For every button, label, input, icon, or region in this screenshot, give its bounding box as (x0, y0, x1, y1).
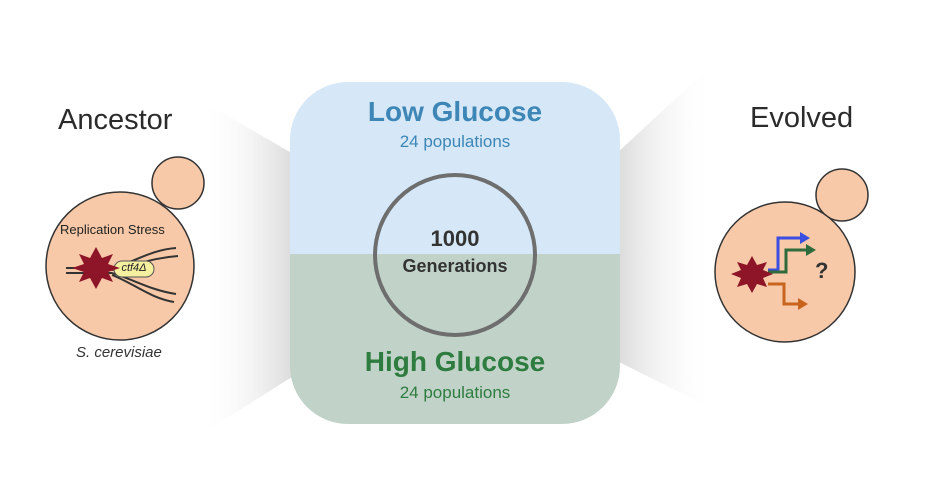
right-projection-beam (615, 62, 715, 410)
ancestor-cell (45, 156, 205, 341)
low-glucose-populations: 24 populations (399, 132, 511, 151)
orange-arrowhead-icon (798, 298, 808, 310)
orange-pathway-arrow (768, 282, 798, 306)
ancestor-title: Ancestor (58, 104, 173, 136)
evolved-damage-star-icon (731, 256, 773, 293)
ancestor-bud (151, 156, 205, 210)
evolved-title: Evolved (750, 102, 854, 134)
condition-box (290, 82, 620, 424)
high-glucose-title: High Glucose (364, 346, 546, 377)
low-glucose-region (290, 82, 620, 254)
species-label: S. cerevisiae (76, 344, 162, 361)
generations-label: Generations (402, 256, 508, 276)
evolved-bud (815, 168, 869, 222)
high-glucose-populations: 24 populations (399, 383, 511, 402)
green-arrowhead-icon (806, 244, 816, 256)
blue-pathway-arrow (768, 236, 800, 272)
evolved-cell (714, 168, 869, 343)
low-glucose-title: Low Glucose (367, 96, 543, 127)
green-pathway-arrow (768, 248, 806, 274)
left-projection-beam (200, 100, 295, 435)
generations-ring (373, 173, 537, 337)
high-glucose-region (290, 254, 620, 424)
blue-arrowhead-icon (800, 232, 810, 244)
damage-star-icon (72, 247, 120, 289)
unknown-mechanism-mark: ? (815, 258, 829, 283)
replication-stress-label: Replication Stress (60, 222, 165, 237)
ctf4-gene-label: ctf4Δ (121, 262, 147, 274)
generations-count: 1000 (430, 226, 480, 251)
